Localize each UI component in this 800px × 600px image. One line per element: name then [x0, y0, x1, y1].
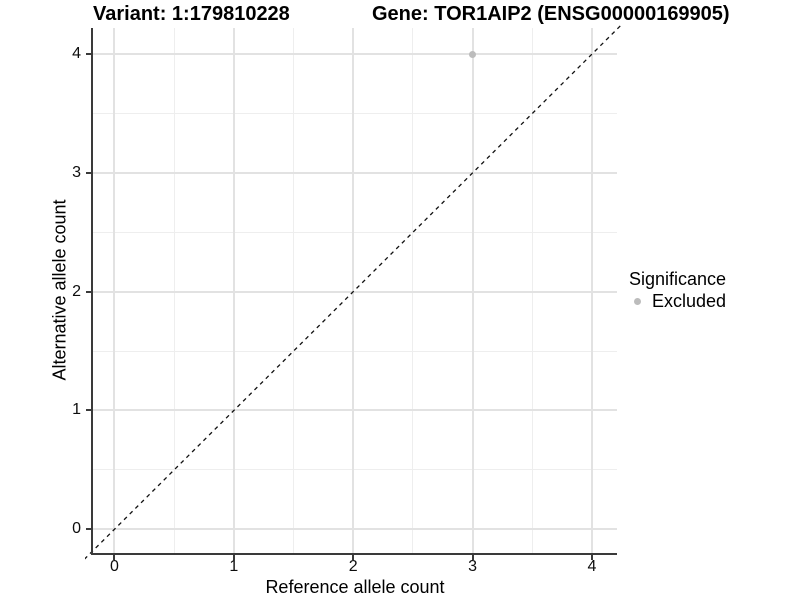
- legend-entry: Excluded: [629, 291, 726, 312]
- minor-gridline-x: [173, 28, 175, 553]
- x-tick-label: 2: [348, 558, 358, 575]
- y-tick-label: 4: [72, 45, 81, 63]
- legend-point-swatch: [634, 298, 641, 305]
- y-tick-mark: [86, 53, 91, 56]
- y-axis-line: [91, 28, 93, 555]
- x-tick-label: 0: [110, 558, 119, 575]
- major-gridline-x: [590, 28, 593, 553]
- minor-gridline-y: [93, 469, 617, 471]
- y-tick-mark: [86, 409, 91, 412]
- legend-entry-label: Excluded: [652, 291, 727, 311]
- major-gridline-y: [93, 528, 617, 531]
- y-tick-mark: [86, 171, 91, 174]
- x-tick-mark: [232, 555, 235, 560]
- x-tick-label: 4: [587, 558, 597, 575]
- identity-line: [85, 24, 621, 560]
- y-tick-mark: [86, 290, 91, 293]
- major-gridline-x: [471, 28, 474, 553]
- minor-gridline-y: [93, 231, 617, 233]
- x-axis-title: Reference allele count: [265, 577, 445, 597]
- y-tick-mark: [86, 528, 91, 531]
- major-gridline-y: [93, 409, 617, 412]
- legend-title: Significance: [629, 269, 727, 289]
- y-tick-label: 1: [72, 401, 81, 419]
- x-tick-mark: [471, 555, 474, 560]
- minor-gridline-y: [93, 350, 617, 352]
- minor-gridline-x: [531, 28, 533, 553]
- y-tick-label: 0: [72, 520, 81, 538]
- major-gridline-y: [93, 53, 617, 56]
- plot-panel: Reference allele count Alternative allel…: [50, 24, 621, 597]
- major-gridline-y: [93, 290, 617, 293]
- legend: Significance Excluded: [629, 268, 726, 312]
- x-axis-line: [91, 553, 617, 555]
- x-tick-label: 3: [468, 558, 478, 575]
- y-tick-label: 2: [72, 282, 81, 300]
- gene-title: Gene: TOR1AIP2 (ENSG00000169905): [372, 3, 730, 25]
- data-point: [469, 50, 477, 58]
- minor-gridline-y: [93, 113, 617, 115]
- y-tick-label: 3: [72, 163, 81, 181]
- variant-title: Variant: 1:179810228: [93, 3, 290, 25]
- minor-gridline-x: [293, 28, 295, 553]
- x-tick-mark: [352, 555, 355, 560]
- major-gridline-x: [352, 28, 355, 553]
- x-tick-mark: [113, 555, 116, 560]
- major-gridline-x: [232, 28, 235, 553]
- major-gridline-y: [93, 171, 617, 174]
- minor-gridline-x: [412, 28, 414, 553]
- x-tick-label: 1: [229, 558, 239, 575]
- legend-key: [629, 298, 652, 305]
- major-gridline-x: [113, 28, 116, 553]
- x-tick-mark: [590, 555, 593, 560]
